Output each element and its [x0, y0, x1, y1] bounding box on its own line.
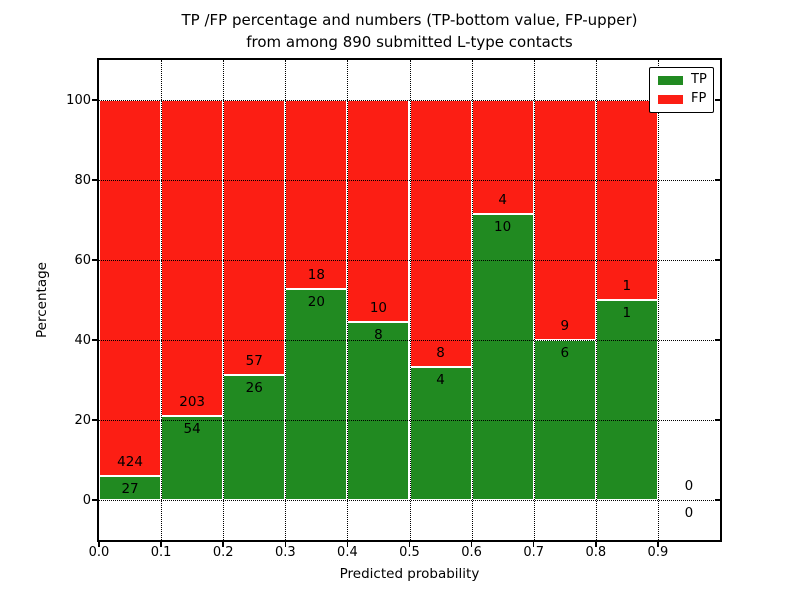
x-tick-mark [346, 542, 349, 547]
x-tick-mark [532, 542, 535, 547]
x-tick-mark [98, 542, 100, 547]
y-tick-label: 60 [74, 252, 91, 268]
y-tick-label: 40 [74, 332, 91, 348]
bar-tp [99, 476, 162, 500]
x-tick-label: 0.3 [274, 545, 296, 560]
bar-count-tp: 6 [560, 345, 570, 361]
gridline-vertical [471, 60, 473, 540]
y-tick-mark [92, 179, 97, 181]
y-tick-label: 80 [74, 172, 91, 188]
x-tick-label: 0.1 [150, 545, 172, 560]
gridline-vertical [161, 60, 163, 540]
x-tick-mark [470, 542, 473, 547]
bar-count-fp: 424 [117, 454, 143, 471]
legend-label-tp: TP [691, 72, 707, 87]
x-tick-label: 0.0 [88, 545, 110, 560]
x-tick-mark [595, 542, 597, 547]
bar-count-fp: 4 [498, 192, 507, 209]
bar-count-fp: 203 [179, 393, 206, 410]
gridline-vertical [595, 60, 597, 540]
chart-title: TP /FP percentage and numbers (TP-bottom… [99, 10, 720, 53]
legend-item-fp: FP [658, 92, 713, 106]
x-tick-label: 0.7 [523, 545, 545, 560]
bar-tp [595, 300, 658, 500]
bar-count-fp: 57 [245, 352, 263, 369]
gridline-vertical [533, 60, 535, 540]
x-tick-mark [222, 542, 224, 547]
bar-tp [471, 214, 534, 500]
legend-swatch-tp-icon [658, 75, 683, 85]
gridline-vertical [223, 60, 225, 540]
bar-count-tp: 26 [245, 379, 263, 396]
y-tick-mark-right [715, 179, 720, 181]
y-tick-mark-right [715, 99, 720, 101]
bar-fp [347, 100, 410, 323]
bar-fp [409, 100, 472, 367]
legend-swatch-fp-icon [658, 94, 683, 104]
bar-fp [99, 100, 162, 477]
chart-title-line1: TP /FP percentage and numbers (TP-bottom… [181, 11, 638, 29]
y-tick-mark-right [715, 339, 720, 341]
y-tick-mark [92, 259, 97, 261]
x-axis-label: Predicted probability [339, 566, 480, 582]
y-tick-mark [92, 419, 97, 421]
gridline-vertical [409, 60, 411, 540]
x-tick-label: 0.2 [212, 545, 234, 560]
plot-area: 424 27 203 54 57 26 18 20 10 8 8 4 4 10 9 6 1 1 0 0 [97, 58, 722, 542]
gridline-vertical [285, 60, 287, 540]
bar-fp [533, 100, 596, 340]
x-tick-label: 0.8 [585, 545, 607, 560]
legend: TP FP [649, 67, 714, 113]
bar-count-tp: 8 [374, 327, 383, 344]
bar-count-tp: 54 [183, 420, 201, 437]
y-axis-label: Percentage [34, 262, 50, 338]
bar-count-tp: 27 [121, 481, 139, 498]
y-tick-label: 100 [66, 92, 91, 108]
bar-count-tp: 0 [684, 505, 694, 521]
y-tick-label: 0 [82, 492, 91, 508]
bar-fp [161, 100, 224, 416]
x-tick-mark [657, 542, 659, 547]
bar-fp [285, 100, 348, 290]
x-tick-mark [160, 542, 162, 547]
y-tick-mark-right [715, 259, 720, 261]
legend-item-tp: TP [658, 73, 713, 87]
bar-tp [223, 374, 286, 500]
bar-fp [595, 100, 658, 300]
y-tick-mark-right [715, 499, 720, 501]
x-tick-label: 0.4 [337, 545, 358, 560]
x-tick-label: 0.5 [399, 545, 420, 560]
chart-title-line2: from among 890 submitted L-type contacts [246, 32, 573, 51]
y-tick-mark [92, 339, 97, 341]
bar-count-tp: 20 [307, 294, 325, 311]
bar-count-tp: 4 [436, 371, 445, 388]
x-tick-mark [408, 542, 411, 547]
gridline-vertical [657, 60, 659, 540]
x-tick-mark [284, 542, 287, 547]
x-tick-label: 0.9 [647, 545, 669, 560]
bar-count-fp: 18 [307, 267, 325, 284]
bar-count-fp: 0 [684, 478, 694, 494]
bar-tp [161, 415, 224, 500]
legend-label-fp: FP [691, 91, 707, 106]
bar-fp [223, 100, 286, 375]
bar-count-fp: 9 [560, 318, 570, 334]
y-tick-label: 20 [74, 412, 91, 428]
bar-count-fp: 10 [369, 300, 388, 317]
bar-tp [347, 322, 410, 500]
bar-count-tp: 10 [494, 219, 512, 236]
y-tick-mark [92, 499, 97, 501]
bar-tp [285, 289, 348, 500]
bar-count-fp: 8 [436, 344, 445, 361]
y-tick-mark [92, 99, 97, 101]
y-tick-mark-right [715, 419, 720, 421]
gridline-vertical [347, 60, 349, 540]
bar-count-fp: 1 [622, 278, 632, 294]
bar-count-tp: 1 [622, 305, 632, 321]
x-tick-label: 0.6 [461, 545, 482, 560]
